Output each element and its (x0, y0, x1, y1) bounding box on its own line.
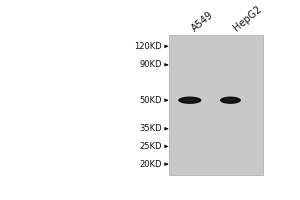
Ellipse shape (178, 97, 201, 104)
Text: 35KD: 35KD (139, 124, 162, 133)
Text: 120KD: 120KD (134, 42, 162, 51)
Ellipse shape (220, 97, 241, 104)
Text: 20KD: 20KD (140, 160, 162, 169)
Text: HepG2: HepG2 (232, 4, 264, 33)
Ellipse shape (225, 98, 236, 101)
Text: 50KD: 50KD (140, 96, 162, 105)
Ellipse shape (183, 98, 196, 101)
Text: 25KD: 25KD (140, 142, 162, 151)
Bar (169, 35, 263, 175)
Text: 90KD: 90KD (140, 60, 162, 69)
Text: A549: A549 (190, 9, 215, 33)
